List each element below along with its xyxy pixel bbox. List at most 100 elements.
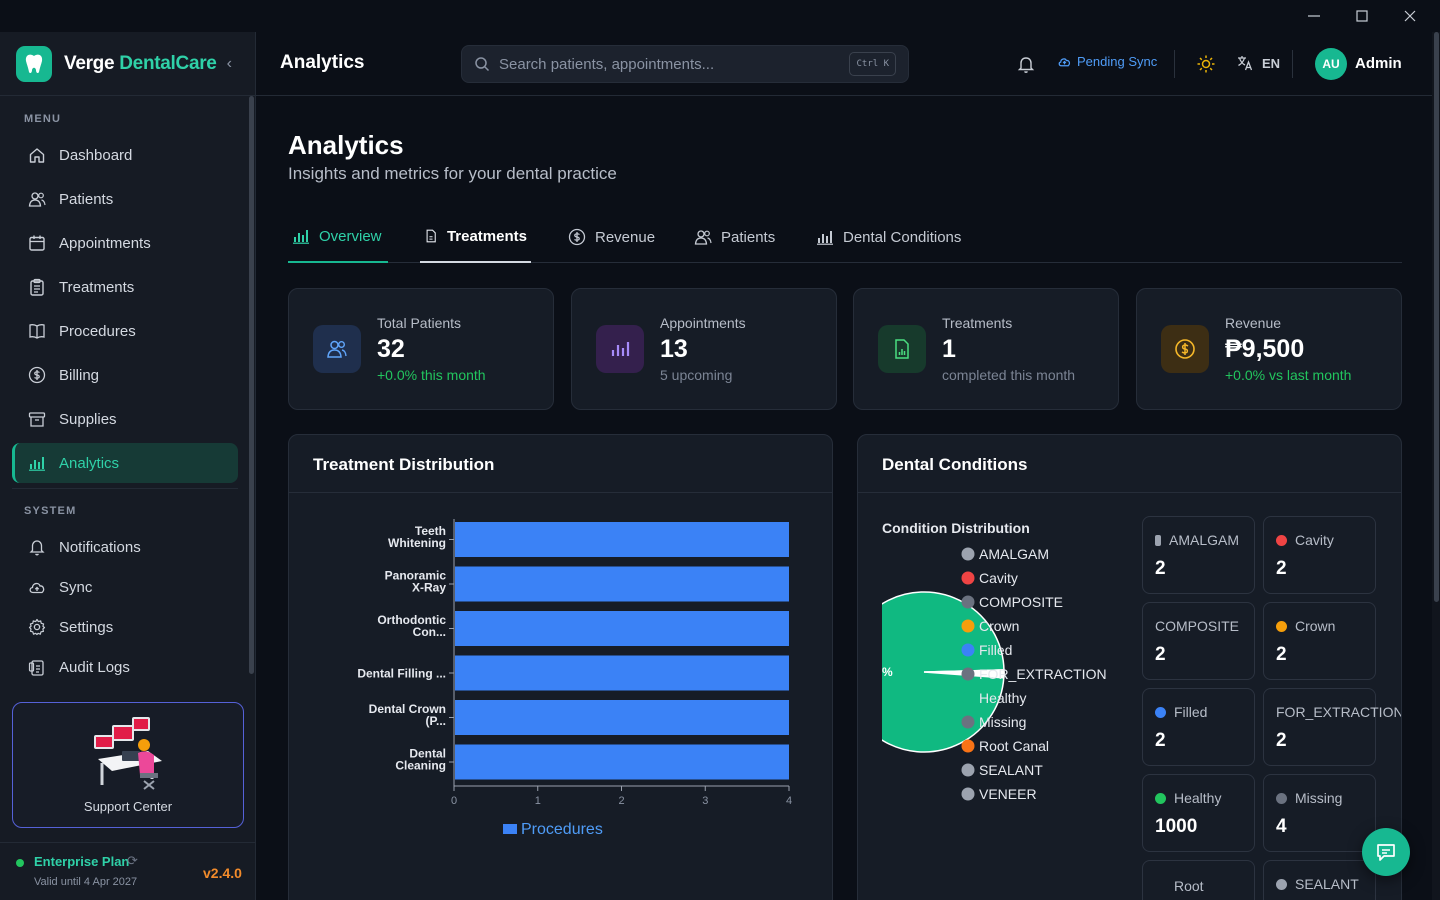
- top-header: Analytics Ctrl K Pending Sync EN AU Admi…: [256, 32, 1440, 96]
- file-chart-icon: [878, 325, 926, 373]
- condition-card[interactable]: Missing 4: [1263, 774, 1376, 852]
- sidebar-item-notifications[interactable]: Notifications: [12, 527, 238, 567]
- y-tick-label: Orthodontic: [377, 613, 446, 627]
- legend-label: AMALGAM: [979, 546, 1049, 562]
- sidebar-item-analytics[interactable]: Analytics: [12, 443, 238, 483]
- condition-color-dot: [1276, 534, 1287, 546]
- users-icon: [313, 325, 361, 373]
- support-center-card[interactable]: Support Center: [12, 702, 244, 828]
- user-name[interactable]: Admin: [1355, 55, 1402, 72]
- condition-value: 2: [1276, 558, 1287, 579]
- legend-label: Crown: [979, 618, 1019, 634]
- tab-treatments[interactable]: Treatments: [420, 211, 531, 263]
- chat-icon: [1377, 844, 1395, 861]
- bar-teeth-whitening: [455, 522, 789, 557]
- users-icon: [694, 230, 712, 245]
- y-tick-label: Dental Crown: [369, 702, 446, 716]
- search-input[interactable]: [499, 55, 829, 73]
- legend-label: SEALANT: [979, 762, 1043, 778]
- sidebar-item-label: Analytics: [59, 454, 120, 472]
- sidebar-item-settings[interactable]: Settings: [12, 607, 238, 647]
- condition-color-dot: [1276, 620, 1287, 632]
- condition-value: 2: [1276, 644, 1287, 665]
- x-tick-label: 0: [451, 795, 457, 807]
- legend-label: Missing: [979, 714, 1026, 730]
- main-scrollbar[interactable]: [1432, 32, 1440, 900]
- tab-overview[interactable]: Overview: [288, 211, 388, 263]
- refresh-icon[interactable]: ⟳: [127, 853, 138, 868]
- language-switcher[interactable]: EN: [1236, 54, 1280, 72]
- legend-dot: [961, 763, 975, 777]
- condition-card[interactable]: Cavity 2: [1263, 516, 1376, 594]
- pie-percent-label: %: [882, 665, 893, 679]
- dollar-circle-icon: [1161, 325, 1209, 373]
- window-title-bar: [0, 0, 1440, 32]
- condition-card[interactable]: Filled 2: [1142, 688, 1255, 766]
- bar-dental-filling-: [455, 655, 789, 691]
- plan-info: Enterprise Plan ⟳ Valid until 4 Apr 2027…: [0, 842, 255, 900]
- sidebar-item-appointments[interactable]: Appointments: [12, 223, 238, 263]
- sidebar-item-procedures[interactable]: Procedures: [12, 311, 238, 351]
- condition-card[interactable]: Root Canal: [1142, 860, 1255, 900]
- legend-dot: [961, 571, 975, 585]
- sidebar-item-billing[interactable]: Billing: [12, 355, 238, 395]
- condition-value: 4: [1276, 816, 1287, 837]
- condition-card[interactable]: Crown 2: [1263, 602, 1376, 680]
- archive-icon: [28, 412, 46, 427]
- stat-subtext: completed this month: [942, 367, 1076, 383]
- sidebar-item-audit-logs[interactable]: Audit Logs: [12, 647, 238, 687]
- condition-value: 2: [1155, 730, 1166, 751]
- collapse-chevron-icon[interactable]: ‹: [226, 54, 232, 72]
- legend-dot: [961, 739, 975, 753]
- legend-label: Cavity: [979, 570, 1018, 586]
- condition-label: Crown: [1295, 618, 1336, 634]
- condition-card[interactable]: Healthy 1000: [1142, 774, 1255, 852]
- page-subtitle: Insights and metrics for your dental pra…: [288, 164, 617, 183]
- condition-label-row: COMPOSITE: [1155, 618, 1239, 634]
- y-tick-label: Panoramic: [385, 569, 447, 583]
- pie-slice-healthy: [882, 591, 1005, 753]
- cloud-upload-icon: [29, 582, 45, 594]
- maximize-icon[interactable]: [1338, 0, 1386, 32]
- file-icon: [426, 229, 436, 243]
- analytics-tabs: Overview Treatments Revenue Patients Den…: [288, 211, 1402, 263]
- sidebar-scrollbar[interactable]: [249, 96, 254, 674]
- sidebar-item-supplies[interactable]: Supplies: [12, 399, 238, 439]
- main-content: Analytics Insights and metrics for your …: [256, 96, 1440, 900]
- chart-title: Condition Distribution: [882, 520, 1030, 536]
- x-tick-label: 1: [535, 795, 541, 807]
- chat-button[interactable]: [1362, 828, 1410, 876]
- sidebar-item-treatments[interactable]: Treatments: [12, 267, 238, 307]
- close-icon[interactable]: [1386, 0, 1434, 32]
- condition-color-dot: [1155, 534, 1161, 546]
- condition-color-dot: [1276, 792, 1287, 804]
- plan-name: Enterprise Plan: [34, 854, 130, 869]
- condition-label: SEALANT: [1295, 876, 1359, 892]
- pending-sync-button[interactable]: Pending Sync: [1057, 54, 1157, 69]
- bell-icon[interactable]: [1016, 54, 1036, 74]
- stat-subtext: +0.0% this month: [377, 367, 486, 383]
- condition-color-dot: [1276, 878, 1287, 890]
- legend-label: COMPOSITE: [979, 594, 1063, 610]
- tab-patients[interactable]: Patients: [690, 211, 779, 263]
- sidebar-item-patients[interactable]: Patients: [12, 179, 238, 219]
- tab-revenue[interactable]: Revenue: [564, 211, 659, 263]
- sidebar-item-dashboard[interactable]: Dashboard: [12, 135, 238, 175]
- tab-dental-conditions[interactable]: Dental Conditions: [812, 211, 965, 263]
- condition-card[interactable]: COMPOSITE 2: [1142, 602, 1255, 680]
- condition-value: 1000: [1155, 816, 1198, 837]
- panel-title: Treatment Distribution: [289, 435, 832, 493]
- sun-icon[interactable]: [1196, 54, 1216, 74]
- condition-card[interactable]: SEALANT: [1263, 860, 1376, 900]
- sidebar-item-sync[interactable]: Sync: [12, 567, 238, 607]
- condition-card[interactable]: FOR_EXTRACTION 2: [1263, 688, 1401, 766]
- y-tick-label: Dental: [409, 747, 446, 761]
- panel-title: Dental Conditions: [858, 435, 1401, 493]
- minimize-icon[interactable]: [1290, 0, 1338, 32]
- app-name: Verge DentalCare: [64, 52, 217, 74]
- condition-card[interactable]: AMALGAM 2: [1142, 516, 1255, 594]
- search-bar[interactable]: Ctrl K: [461, 45, 909, 83]
- stat-card-revenue: Revenue ₱9,500 +0.0% vs last month: [1136, 288, 1402, 410]
- avatar[interactable]: AU: [1315, 48, 1347, 80]
- translate-icon: [1238, 56, 1253, 71]
